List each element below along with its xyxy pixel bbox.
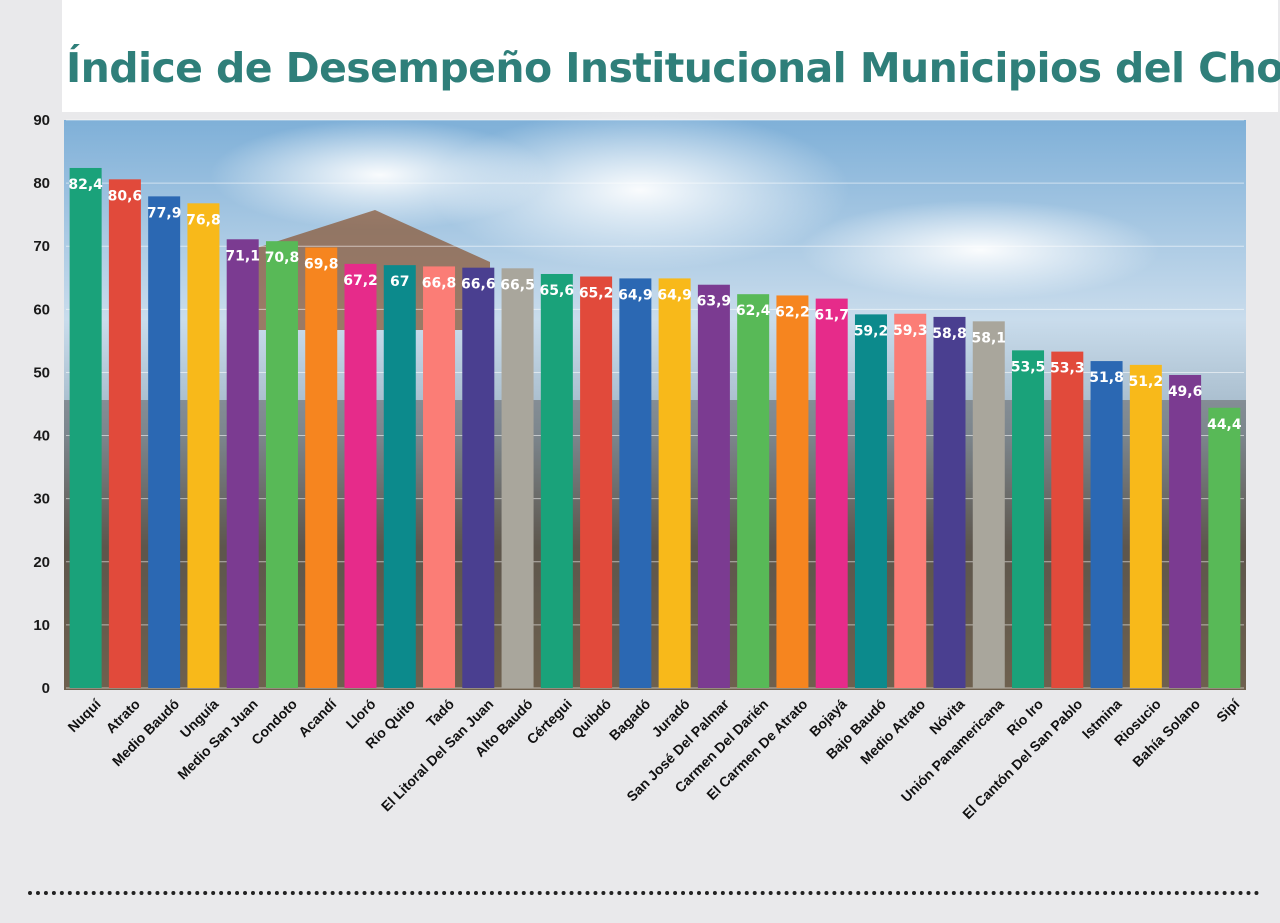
bar-value-label: 67,2 (343, 273, 378, 289)
cloud-shape (800, 200, 1160, 300)
bar-value-label: 69,8 (304, 256, 339, 272)
x-tick-label: Sipí (1213, 695, 1243, 725)
y-tick-label: 90 (33, 112, 50, 129)
title-banner (62, 0, 1278, 112)
bar (1051, 351, 1084, 688)
bar-value-label: 76,8 (186, 212, 221, 228)
x-tick-label: Nuquí (64, 695, 104, 735)
bar (148, 196, 181, 688)
bar-value-label: 66,8 (422, 275, 457, 291)
bar (108, 179, 141, 688)
bar-value-label: 59,3 (893, 323, 928, 339)
bar (265, 241, 298, 688)
chart-title: Índice de Desempeño Institucional Munici… (66, 44, 1280, 92)
bar-value-label: 51,8 (1089, 370, 1124, 386)
y-tick-label: 10 (33, 617, 50, 634)
bar-value-label: 66,5 (500, 277, 535, 293)
footer-dotted-divider (28, 891, 1260, 895)
bar (972, 321, 1005, 688)
bar-value-label: 65,2 (579, 286, 614, 302)
y-tick-label: 70 (33, 238, 50, 255)
x-tick-label: Bagadó (606, 696, 654, 744)
bar (658, 278, 691, 688)
gridlines (66, 119, 1244, 689)
bar-value-label: 65,6 (540, 283, 575, 299)
y-axis: 0 10 20 30 40 50 60 70 80 90 (33, 112, 50, 697)
bar-value-label: 61,7 (814, 308, 849, 324)
bar (423, 266, 456, 688)
bar-value-label: 59,2 (854, 323, 889, 339)
bar-value-label: 62,2 (775, 304, 810, 320)
bar (776, 295, 809, 688)
bar (1129, 364, 1162, 688)
y-tick-label: 0 (42, 680, 50, 697)
ground-shade (64, 400, 1246, 690)
bar-value-label: 77,9 (147, 205, 182, 221)
y-tick-label: 30 (33, 491, 50, 508)
y-tick-label: 50 (33, 364, 50, 381)
bar (501, 268, 534, 688)
bar (580, 276, 613, 688)
bar (383, 265, 416, 688)
bar (1208, 407, 1241, 688)
x-tick-label: Acandí (295, 695, 340, 740)
bar (69, 167, 102, 688)
bar-value-label: 70,8 (265, 250, 300, 266)
x-tick-label: Tadó (423, 696, 457, 730)
bar (1169, 374, 1202, 688)
bar-value-label: 58,8 (932, 326, 967, 342)
bar (737, 294, 770, 688)
bar (344, 263, 377, 688)
x-tick-label: Lloró (343, 696, 379, 732)
bar-value-label: 66,6 (461, 277, 496, 293)
bar-value-label: 49,6 (1168, 384, 1203, 400)
bar (305, 247, 338, 689)
cloud-shape (210, 120, 550, 230)
bar-value-label: 71,1 (225, 248, 260, 264)
bar (894, 313, 927, 688)
y-tick-label: 60 (33, 301, 50, 318)
bar (187, 203, 220, 688)
bar (1012, 350, 1045, 688)
bar (619, 278, 652, 688)
bar-value-label: 58,1 (971, 330, 1006, 346)
bar-value-label: 51,2 (1129, 374, 1164, 390)
bar (697, 284, 730, 688)
bar-value-label: 62,4 (736, 303, 771, 319)
bar-value-label: 53,5 (1011, 359, 1046, 375)
bar-value-label: 80,6 (108, 188, 143, 204)
bar-value-label: 53,3 (1050, 361, 1085, 377)
y-tick-label: 20 (33, 554, 50, 571)
bar (540, 273, 573, 688)
bar (226, 239, 259, 688)
bar (933, 316, 966, 688)
bar (1090, 361, 1123, 688)
bar-value-label: 64,9 (657, 287, 692, 303)
cloud-shape (430, 110, 850, 270)
bar (815, 298, 848, 688)
bar (462, 267, 495, 688)
bar-value-label: 64,9 (618, 287, 653, 303)
value-labels: 82,480,677,9 76,871,1 70,8 69,867,2 67 66,8 66… (68, 177, 1242, 433)
bar-value-label: 82,4 (68, 177, 103, 193)
bar-value-label: 63,9 (697, 294, 732, 310)
bars (69, 167, 1241, 689)
y-tick-label: 40 (33, 428, 50, 445)
bar-value-label: 67 (390, 274, 409, 290)
y-tick-label: 80 (33, 175, 50, 192)
bar (854, 314, 887, 688)
bar-value-label: 44,4 (1207, 417, 1242, 433)
